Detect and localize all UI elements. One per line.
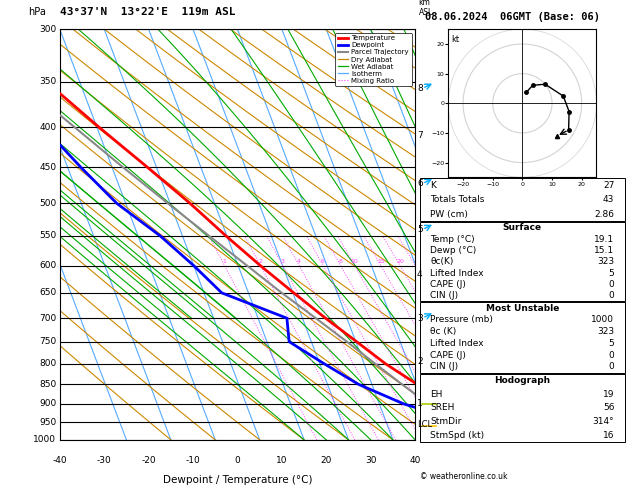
Text: Surface: Surface	[503, 223, 542, 232]
Text: 0: 0	[235, 456, 240, 465]
Text: 19: 19	[603, 390, 615, 399]
Text: 27: 27	[603, 181, 615, 190]
Text: 15: 15	[377, 259, 385, 263]
Text: 0: 0	[609, 291, 615, 300]
Text: 5: 5	[417, 225, 423, 234]
Text: 6: 6	[417, 179, 423, 188]
Text: 0: 0	[609, 280, 615, 289]
Text: 850: 850	[39, 380, 56, 389]
Text: 8: 8	[417, 84, 423, 93]
Text: 08.06.2024  06GMT (Base: 06): 08.06.2024 06GMT (Base: 06)	[425, 12, 599, 22]
Text: 800: 800	[39, 359, 56, 368]
Text: 2.86: 2.86	[594, 209, 615, 219]
Text: 16: 16	[603, 431, 615, 440]
Text: 3: 3	[281, 259, 285, 263]
Text: PW (cm): PW (cm)	[430, 209, 468, 219]
Text: 15.1: 15.1	[594, 246, 615, 255]
Text: kt: kt	[451, 35, 459, 44]
Text: StmDir: StmDir	[430, 417, 462, 426]
Text: hPa: hPa	[28, 7, 45, 17]
Text: Dewpoint / Temperature (°C): Dewpoint / Temperature (°C)	[163, 475, 312, 485]
Text: 4: 4	[417, 270, 423, 279]
Text: 19.1: 19.1	[594, 235, 615, 243]
Text: 314°: 314°	[593, 417, 615, 426]
Text: 2: 2	[417, 357, 423, 366]
Text: 300: 300	[39, 25, 56, 34]
Text: 20: 20	[396, 259, 404, 263]
Text: 5: 5	[609, 339, 615, 348]
Text: 4: 4	[297, 259, 301, 263]
Text: 10: 10	[351, 259, 359, 263]
Text: 0: 0	[609, 350, 615, 360]
Text: 3: 3	[417, 313, 423, 323]
Text: 1000: 1000	[591, 315, 615, 325]
Text: Hodograph: Hodograph	[494, 376, 550, 385]
Text: 2: 2	[259, 259, 262, 263]
Text: -20: -20	[142, 456, 156, 465]
Text: Pressure (mb): Pressure (mb)	[430, 315, 493, 325]
Text: 43: 43	[603, 195, 615, 204]
Text: 400: 400	[39, 123, 56, 132]
Text: 600: 600	[39, 261, 56, 270]
Text: 950: 950	[39, 418, 56, 427]
Text: © weatheronline.co.uk: © weatheronline.co.uk	[420, 472, 508, 481]
Text: 900: 900	[39, 399, 56, 408]
Text: θᴄ(K): θᴄ(K)	[430, 257, 454, 266]
Text: 8: 8	[338, 259, 343, 263]
Text: 20: 20	[321, 456, 332, 465]
Text: 56: 56	[603, 403, 615, 413]
Text: Totals Totals: Totals Totals	[430, 195, 485, 204]
Text: 750: 750	[39, 337, 56, 346]
Text: CIN (J): CIN (J)	[430, 363, 459, 371]
Text: km
ASL: km ASL	[419, 0, 433, 17]
Text: LCL: LCL	[417, 420, 432, 429]
Text: Most Unstable: Most Unstable	[486, 304, 559, 312]
Text: EH: EH	[430, 390, 443, 399]
Text: 550: 550	[39, 231, 56, 241]
Text: 650: 650	[39, 288, 56, 297]
Text: SREH: SREH	[430, 403, 455, 413]
Text: StmSpd (kt): StmSpd (kt)	[430, 431, 484, 440]
Text: 700: 700	[39, 313, 56, 323]
Text: 30: 30	[365, 456, 377, 465]
Text: -40: -40	[52, 456, 67, 465]
Text: CAPE (J): CAPE (J)	[430, 280, 466, 289]
Text: 6: 6	[321, 259, 325, 263]
Text: 1: 1	[417, 399, 423, 408]
Text: Lifted Index: Lifted Index	[430, 269, 484, 278]
Text: 5: 5	[609, 269, 615, 278]
Text: 323: 323	[598, 257, 615, 266]
Text: 1: 1	[223, 259, 226, 263]
Text: CAPE (J): CAPE (J)	[430, 350, 466, 360]
Text: Lifted Index: Lifted Index	[430, 339, 484, 348]
Text: 10: 10	[276, 456, 287, 465]
Text: 43°37'N  13°22'E  119m ASL: 43°37'N 13°22'E 119m ASL	[60, 7, 235, 17]
Text: 350: 350	[39, 77, 56, 86]
Text: 1000: 1000	[33, 435, 56, 444]
Text: 0: 0	[609, 363, 615, 371]
Text: K: K	[430, 181, 437, 190]
Text: Temp (°C): Temp (°C)	[430, 235, 475, 243]
Text: -10: -10	[186, 456, 201, 465]
Text: Dewp (°C): Dewp (°C)	[430, 246, 477, 255]
Text: 450: 450	[39, 163, 56, 172]
Legend: Temperature, Dewpoint, Parcel Trajectory, Dry Adiabat, Wet Adiabat, Isotherm, Mi: Temperature, Dewpoint, Parcel Trajectory…	[335, 33, 411, 87]
Text: 500: 500	[39, 199, 56, 208]
Text: θᴄ (K): θᴄ (K)	[430, 327, 457, 336]
Text: -30: -30	[97, 456, 111, 465]
Text: 7: 7	[417, 131, 423, 140]
Text: CIN (J): CIN (J)	[430, 291, 459, 300]
Text: 323: 323	[598, 327, 615, 336]
Text: 40: 40	[409, 456, 421, 465]
